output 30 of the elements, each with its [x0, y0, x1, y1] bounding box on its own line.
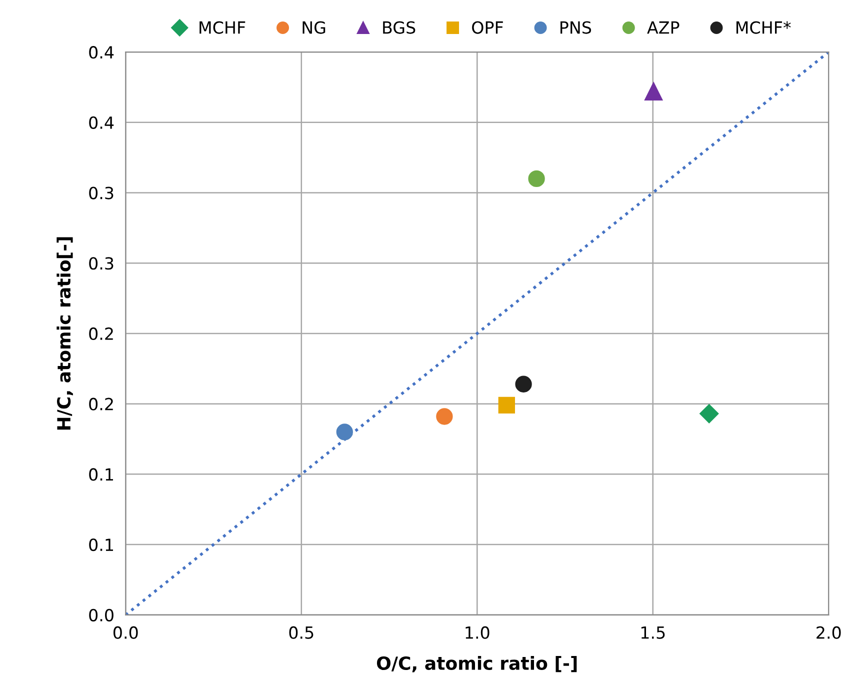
y-tick-label: 0.4	[89, 116, 114, 129]
x-tick-label: 1.5	[641, 626, 665, 639]
x-tick-label: 0.0	[114, 626, 138, 639]
legend-label: OPF	[472, 21, 503, 34]
legend-label: NG	[302, 21, 326, 34]
y-tick-label: 0.3	[89, 257, 114, 270]
legend-label: MCHF	[200, 21, 246, 34]
y-tick-label: 0.1	[89, 538, 113, 552]
point	[436, 408, 453, 425]
y-tick-label: 0.1	[89, 468, 113, 481]
y-tick-label: 0.0	[89, 608, 114, 622]
point	[528, 170, 545, 188]
y-axis-title: H/C, atomic ratio[-]	[56, 237, 73, 430]
legend-label: MCHF*	[736, 21, 791, 34]
point	[644, 82, 663, 100]
x-tick-label: 0.5	[289, 626, 314, 639]
y-tick-label: 0.3	[89, 186, 114, 200]
x-tick-label: 2.0	[816, 626, 841, 639]
point	[498, 396, 515, 414]
x-tick-label: 1.0	[466, 626, 490, 639]
y-tick-label: 0.4	[89, 46, 114, 59]
x-axis-title: O/C, atomic ratio [-]	[376, 656, 577, 672]
legend-label: PNS	[560, 21, 592, 34]
y-tick-label: 0.2	[89, 327, 113, 340]
y-tick-label: 0.2	[89, 398, 113, 410]
legend-label: AZP	[647, 21, 680, 34]
point	[336, 424, 353, 440]
legend-label: BGS	[383, 21, 416, 34]
point	[700, 404, 719, 424]
point	[515, 376, 532, 392]
